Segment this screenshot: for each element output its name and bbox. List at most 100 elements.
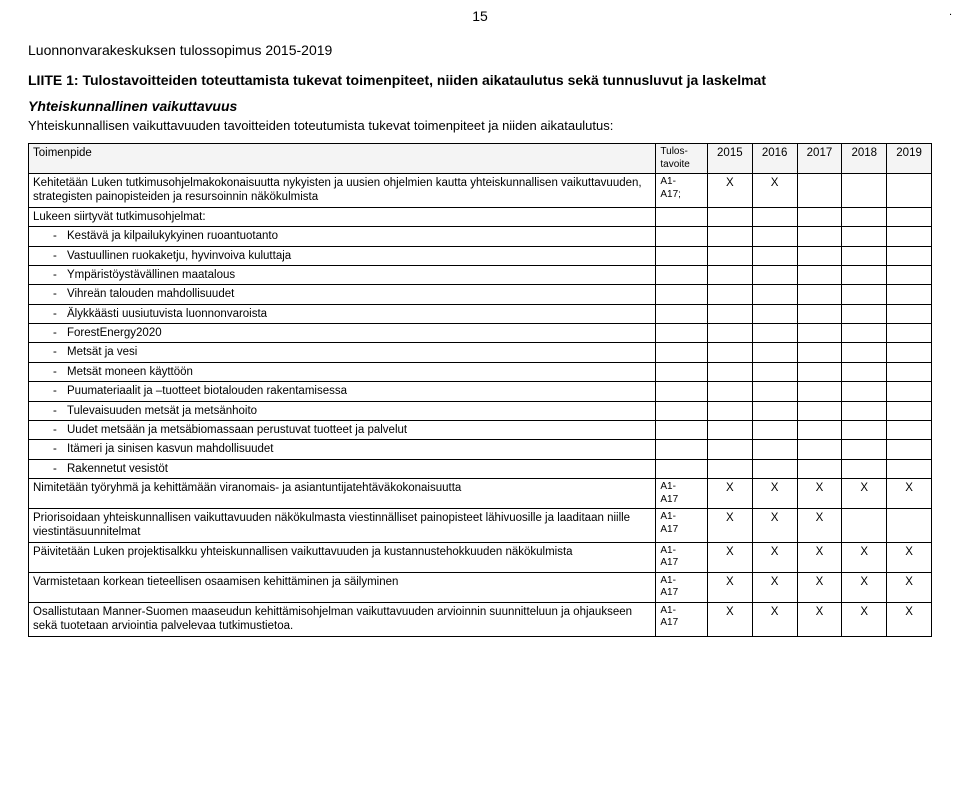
row-desc: Kehitetään Luken tutkimusohjelmakokonais…: [29, 174, 656, 208]
year-cell: [887, 362, 932, 381]
year-cell: [842, 362, 887, 381]
year-cell: X: [887, 542, 932, 572]
year-cell: [887, 440, 932, 459]
year-cell: [797, 227, 842, 246]
col-header-2017: 2017: [797, 144, 842, 174]
table-row: Nimitetään työryhmä ja kehittämään viran…: [29, 479, 932, 509]
year-cell: [707, 246, 752, 265]
year-cell: [887, 227, 932, 246]
row-tavoite: [656, 207, 708, 226]
row-desc: Vihreän talouden mahdollisuudet: [29, 285, 656, 304]
year-cell: [707, 401, 752, 420]
bullet-text: Vastuullinen ruokaketju, hyvinvoiva kulu…: [33, 250, 291, 262]
col-header-tulostavoite: Tulos- tavoite: [656, 144, 708, 174]
year-cell: X: [752, 602, 797, 636]
row-tavoite: [656, 401, 708, 420]
year-cell: [887, 401, 932, 420]
year-cell: [752, 440, 797, 459]
table-row: Rakennetut vesistöt: [29, 459, 932, 478]
row-desc: Metsät moneen käyttöön: [29, 362, 656, 381]
bullet-text: Uudet metsään ja metsäbiomassaan perustu…: [33, 424, 407, 436]
row-desc: Nimitetään työryhmä ja kehittämään viran…: [29, 479, 656, 509]
year-cell: [752, 304, 797, 323]
page-number: 15: [472, 8, 488, 24]
year-cell: X: [752, 509, 797, 543]
year-cell: [887, 207, 932, 226]
year-cell: [842, 440, 887, 459]
row-tavoite: [656, 285, 708, 304]
year-cell: X: [797, 542, 842, 572]
col-header-2019: 2019: [887, 144, 932, 174]
row-tavoite: [656, 227, 708, 246]
col-header-2015: 2015: [707, 144, 752, 174]
row-desc: Uudet metsään ja metsäbiomassaan perustu…: [29, 420, 656, 439]
table-row: Osallistutaan Manner-Suomen maaseudun ke…: [29, 602, 932, 636]
year-cell: X: [887, 572, 932, 602]
year-cell: [797, 265, 842, 284]
row-desc: Älykkäästi uusiutuvista luonnonvaroista: [29, 304, 656, 323]
row-tavoite: [656, 440, 708, 459]
col-header-toimenpide: Toimenpide: [29, 144, 656, 174]
action-plan-table: Toimenpide Tulos- tavoite 2015 2016 2017…: [28, 143, 932, 637]
year-cell: [752, 401, 797, 420]
year-cell: [842, 265, 887, 284]
year-cell: [752, 246, 797, 265]
year-cell: [842, 459, 887, 478]
year-cell: [707, 343, 752, 362]
year-cell: [842, 382, 887, 401]
row-tavoite: [656, 459, 708, 478]
year-cell: X: [707, 174, 752, 208]
bullet-text: Kestävä ja kilpailukykyinen ruoantuotant…: [33, 230, 278, 242]
row-desc: Osallistutaan Manner-Suomen maaseudun ke…: [29, 602, 656, 636]
year-cell: [707, 285, 752, 304]
year-cell: X: [707, 572, 752, 602]
table-row: Kestävä ja kilpailukykyinen ruoantuotant…: [29, 227, 932, 246]
row-desc: Puumateriaalit ja –tuotteet biotalouden …: [29, 382, 656, 401]
year-cell: X: [797, 479, 842, 509]
year-cell: [797, 420, 842, 439]
table-row: Varmistetaan korkean tieteellisen osaami…: [29, 572, 932, 602]
year-cell: [887, 265, 932, 284]
year-cell: [842, 420, 887, 439]
bullet-text: Tulevaisuuden metsät ja metsänhoito: [33, 405, 257, 417]
year-cell: [842, 285, 887, 304]
row-desc: Tulevaisuuden metsät ja metsänhoito: [29, 401, 656, 420]
year-cell: X: [797, 602, 842, 636]
year-cell: X: [842, 542, 887, 572]
page-mark: .: [949, 6, 952, 18]
year-cell: [707, 459, 752, 478]
document-page: . 15 Luonnonvarakeskuksen tulossopimus 2…: [0, 0, 960, 793]
section-subheading: Yhteiskunnallisen vaikuttavuuden tavoitt…: [28, 118, 932, 133]
table-row: Vastuullinen ruokaketju, hyvinvoiva kulu…: [29, 246, 932, 265]
year-cell: [752, 362, 797, 381]
year-cell: [797, 382, 842, 401]
table-row: Vihreän talouden mahdollisuudet: [29, 285, 932, 304]
year-cell: [752, 420, 797, 439]
row-desc: Ympäristöystävällinen maatalous: [29, 265, 656, 284]
year-cell: [887, 420, 932, 439]
year-cell: [842, 227, 887, 246]
year-cell: [887, 459, 932, 478]
year-cell: X: [707, 542, 752, 572]
year-cell: [752, 265, 797, 284]
year-cell: X: [707, 509, 752, 543]
year-cell: [707, 304, 752, 323]
row-tavoite: A1- A17;: [656, 174, 708, 208]
year-cell: [797, 459, 842, 478]
year-cell: [887, 382, 932, 401]
row-tavoite: [656, 246, 708, 265]
table-row: Tulevaisuuden metsät ja metsänhoito: [29, 401, 932, 420]
row-tavoite: [656, 324, 708, 343]
year-cell: [797, 362, 842, 381]
year-cell: [707, 324, 752, 343]
row-tavoite: [656, 362, 708, 381]
year-cell: [797, 343, 842, 362]
year-cell: [797, 304, 842, 323]
year-cell: [887, 174, 932, 208]
year-cell: [707, 227, 752, 246]
year-cell: [842, 246, 887, 265]
bullet-text: Älykkäästi uusiutuvista luonnonvaroista: [33, 308, 267, 320]
year-cell: [887, 304, 932, 323]
year-cell: [797, 174, 842, 208]
table-row: Metsät moneen käyttöön: [29, 362, 932, 381]
